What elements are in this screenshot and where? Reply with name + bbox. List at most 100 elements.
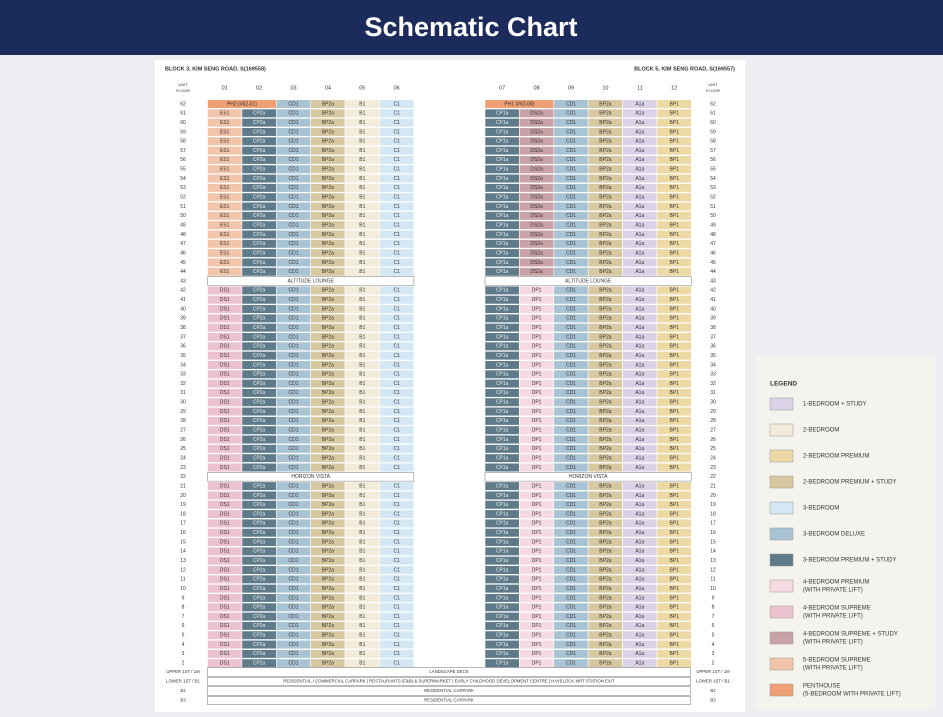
unit-type: BP2a <box>599 148 611 154</box>
unit-type: CP1a <box>496 428 509 434</box>
unit-type: BP2a <box>322 129 334 135</box>
unit-type: CD1 <box>288 400 298 406</box>
unit-type: DS1 <box>220 586 230 592</box>
unit-type: CP2a <box>253 157 266 163</box>
unit-type: CP1a <box>496 567 509 573</box>
floor-number: 3 <box>182 651 185 657</box>
unit-cell <box>656 611 692 622</box>
unit-type: A1a <box>635 400 644 406</box>
floor-number: 34 <box>710 362 716 368</box>
unit-type: A1a <box>635 455 644 461</box>
unit-type: B1 <box>359 483 365 489</box>
unit-type: BP1 <box>669 539 679 545</box>
unit-type: DP1 <box>532 539 542 545</box>
unit-type: DS1 <box>220 390 230 396</box>
unit-type: BP1 <box>669 558 679 564</box>
unit-cell <box>379 108 415 118</box>
floor-number: 5 <box>182 633 185 639</box>
unit-type: CP2a <box>253 222 266 228</box>
floor-number: 37 <box>180 334 186 340</box>
unit-type: B1 <box>359 222 365 228</box>
unit-cell <box>656 462 692 473</box>
unit-type: CP1a <box>496 446 509 452</box>
unit-type: CP2a <box>253 306 266 312</box>
unit-type: CP2a <box>253 353 266 359</box>
unit-type: CD1 <box>288 344 298 350</box>
unit-cell <box>656 453 692 463</box>
unit-type: A1a <box>635 567 644 573</box>
unit-cell <box>379 239 415 249</box>
floor-number: 36 <box>180 344 186 350</box>
unit-type: CD1 <box>566 614 576 620</box>
floor-number: 54 <box>710 176 716 182</box>
unit-type: DS1 <box>220 362 230 368</box>
unit-type: CD1 <box>566 381 576 387</box>
unit-type: A1a <box>635 511 644 517</box>
unit-type: BP2a <box>599 493 611 499</box>
unit-type: BP1 <box>669 549 679 555</box>
unit-type: CD1 <box>288 558 298 564</box>
unit-cell <box>656 127 692 137</box>
unit-type: C1 <box>393 250 400 256</box>
lower-floor-text: RESIDENTIAL CARPARK <box>424 688 474 693</box>
floor-number: 9 <box>712 595 715 601</box>
unit-cell <box>656 164 692 174</box>
unit-type: B1 <box>359 111 365 117</box>
unit-type: CD1 <box>566 465 576 471</box>
unit-type: CD1 <box>288 120 298 126</box>
unit-type: C1 <box>393 334 400 340</box>
unit-type: BP2a <box>322 260 334 266</box>
unit-type: B1 <box>359 260 365 266</box>
unit-type: C1 <box>393 409 400 415</box>
unit-type: CP2a <box>253 250 266 256</box>
unit-cell <box>379 248 415 258</box>
unit-type: CP2a <box>253 334 266 340</box>
unit-type: BP2a <box>599 418 611 424</box>
unit-cell <box>656 173 692 184</box>
unit-type: ES1 <box>220 148 230 154</box>
unit-type: CD1 <box>288 651 298 657</box>
unit-type: PH2 (#62-01) <box>227 101 257 107</box>
unit-type: DP1 <box>532 381 542 387</box>
floor-number: 51 <box>180 204 186 210</box>
unit-type: C1 <box>393 381 400 387</box>
unit-type: BP2a <box>599 530 611 536</box>
unit-type: BP2a <box>599 306 611 312</box>
unit-type: DS2a <box>530 222 543 228</box>
unit-type: CP1a <box>496 269 509 275</box>
unit-type: CP2a <box>253 390 266 396</box>
floor-number: 44 <box>710 269 716 275</box>
unit-cell <box>656 118 692 128</box>
unit-type: B1 <box>359 567 365 573</box>
unit-type: B1 <box>359 306 365 312</box>
unit-type: BP2a <box>599 111 611 117</box>
unit-type: BP1 <box>669 418 679 424</box>
unit-type: DP1 <box>532 446 542 452</box>
unit-type: DS1 <box>220 446 230 452</box>
floor-number: 14 <box>710 549 716 555</box>
unit-number: 03 <box>290 85 296 91</box>
unit-type: A1a <box>635 521 644 527</box>
unit-type: DP1 <box>532 623 542 629</box>
unit-type: CD1 <box>288 129 298 135</box>
unit-type: C1 <box>393 539 400 545</box>
unit-type: BP1 <box>669 400 679 406</box>
unit-type: C1 <box>393 455 400 461</box>
unit-type: BP1 <box>669 483 679 489</box>
unit-type: DS1 <box>220 325 230 331</box>
unit-type: A1a <box>635 651 644 657</box>
unit-type: A1a <box>635 139 644 145</box>
unit-cell <box>379 518 415 528</box>
unit-type: CP1a <box>496 232 509 238</box>
unit-type: CD1 <box>288 297 298 303</box>
unit-type: DP1 <box>532 642 542 648</box>
floor-number: 55 <box>180 167 186 173</box>
unit-type: BP1 <box>669 167 679 173</box>
unit-type: C1 <box>393 232 400 238</box>
unit-type: DP1 <box>532 400 542 406</box>
unit-type: DP1 <box>532 558 542 564</box>
unit-type: CP2a <box>253 521 266 527</box>
unit-type: CP1a <box>496 642 509 648</box>
unit-cell <box>656 360 692 370</box>
lower-floor-text: LANDSCAPE DECK <box>429 669 468 674</box>
